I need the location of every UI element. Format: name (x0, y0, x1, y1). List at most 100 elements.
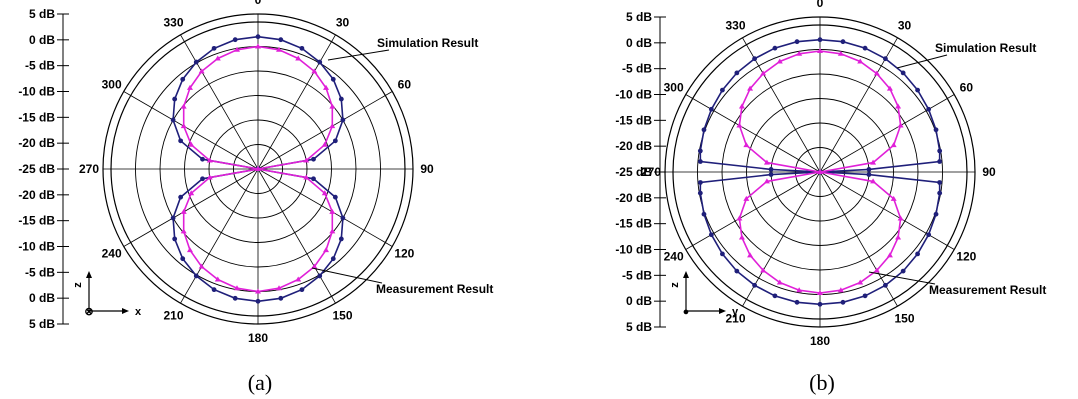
data-point-simulation (937, 159, 942, 164)
data-point-simulation (862, 45, 868, 51)
data-point-measurement (233, 285, 240, 291)
data-point-measurement (321, 141, 328, 147)
data-point-measurement (180, 103, 187, 109)
data-point-measurement (870, 159, 877, 165)
radial-tick-label: -5 dB (25, 59, 55, 73)
data-point-simulation (180, 76, 186, 82)
data-point-measurement (303, 157, 310, 163)
axis-indicator-up-label: z (72, 282, 84, 288)
data-point-measurement (295, 276, 302, 282)
data-point-simulation (255, 298, 261, 304)
grid-spoke (819, 94, 955, 173)
data-point-measurement (214, 55, 221, 61)
data-point-measurement (743, 142, 750, 148)
data-point-measurement (873, 70, 880, 76)
data-point-measurement (188, 141, 195, 147)
data-point-measurement (837, 50, 844, 56)
grid-spoke (257, 34, 336, 170)
radial-tick-label: -25 dB (615, 165, 652, 179)
data-point-simulation (299, 45, 305, 51)
measurement-leader-line (868, 271, 936, 285)
simulation-annotation: Simulation Result (935, 41, 1036, 55)
data-point-measurement (180, 228, 187, 234)
radial-tick-label: -20 dB (18, 188, 55, 202)
data-point-simulation (883, 56, 888, 62)
data-point-measurement (255, 166, 261, 171)
data-point-simulation (840, 299, 846, 305)
data-point-simulation (232, 295, 238, 301)
data-point-simulation (926, 232, 932, 238)
angle-label: 240 (664, 250, 684, 264)
data-point-measurement (214, 276, 221, 282)
data-point-simulation (278, 37, 284, 43)
data-point-simulation (317, 273, 323, 279)
angle-label: 270 (641, 165, 661, 179)
angle-label: 30 (898, 19, 912, 33)
data-point-measurement (776, 58, 783, 64)
data-point-measurement (895, 234, 902, 240)
data-point-measurement (760, 70, 767, 76)
data-point-measurement (329, 103, 336, 109)
data-point-simulation (698, 159, 703, 164)
data-point-simulation (330, 76, 336, 82)
data-point-simulation (697, 190, 703, 196)
data-point-measurement (870, 178, 877, 184)
data-point-simulation (900, 70, 906, 76)
grid-spoke (180, 34, 259, 170)
grid-spoke (257, 168, 336, 304)
data-point-simulation (330, 256, 336, 262)
axis-indicator-up-label: z (669, 282, 681, 288)
data-point-measurement (198, 68, 205, 74)
data-point-simulation (211, 287, 217, 293)
simulation-leader-line (327, 49, 390, 61)
data-point-simulation (937, 190, 943, 196)
angle-label: 60 (960, 81, 974, 95)
radial-tick-label: -15 dB (18, 214, 55, 228)
data-point-simulation (255, 34, 261, 40)
data-point-simulation (734, 70, 740, 76)
angle-label: 240 (102, 247, 122, 261)
angle-label: 0 (255, 0, 262, 7)
data-point-simulation (708, 232, 714, 238)
axis-indicator-right-label: y (732, 306, 739, 318)
data-point-simulation (332, 138, 338, 144)
radial-tick-label: 5 dB (626, 320, 652, 334)
angle-label: 150 (894, 311, 914, 325)
data-point-measurement (186, 247, 193, 253)
radial-tick-label: 0 dB (626, 36, 652, 50)
data-point-simulation (720, 87, 725, 93)
polar-chart-b: 0 30 60 90 120 150 180 210 240 270 300 330 5 dB 0 dB -… (615, 0, 1046, 348)
data-point-simulation (768, 167, 774, 172)
measurement-annotation: Measurement Result (376, 282, 493, 296)
data-point-measurement (890, 142, 897, 148)
angle-label: 90 (982, 165, 996, 179)
data-point-measurement (321, 190, 328, 196)
data-point-simulation (768, 172, 774, 177)
data-point-simulation (178, 194, 184, 200)
data-point-simulation (937, 180, 942, 185)
data-point-simulation (840, 39, 846, 45)
grid-spoke (180, 168, 259, 304)
angle-label: 150 (332, 308, 352, 322)
data-point-simulation (720, 251, 725, 257)
data-point-measurement (329, 228, 336, 234)
angle-label: 0 (817, 0, 824, 10)
data-point-measurement (206, 157, 213, 163)
data-point-measurement (255, 43, 261, 49)
data-point-simulation (698, 180, 703, 185)
angle-label: 90 (420, 162, 434, 176)
grid-spoke (123, 91, 259, 170)
panel-label-b: (b) (809, 370, 835, 395)
data-point-measurement (817, 290, 823, 296)
data-point-measurement (760, 267, 767, 273)
data-point-measurement (311, 68, 318, 74)
data-point-measurement (329, 123, 336, 129)
angle-label: 300 (664, 81, 684, 95)
angle-label: 270 (79, 162, 99, 176)
radial-tick-label: -15 dB (615, 217, 652, 231)
grid-spoke (685, 171, 821, 250)
axis-indicator-up-arrow (86, 271, 92, 278)
radial-tick-label: -10 dB (18, 85, 55, 99)
radial-tick-label: -20 dB (18, 136, 55, 150)
